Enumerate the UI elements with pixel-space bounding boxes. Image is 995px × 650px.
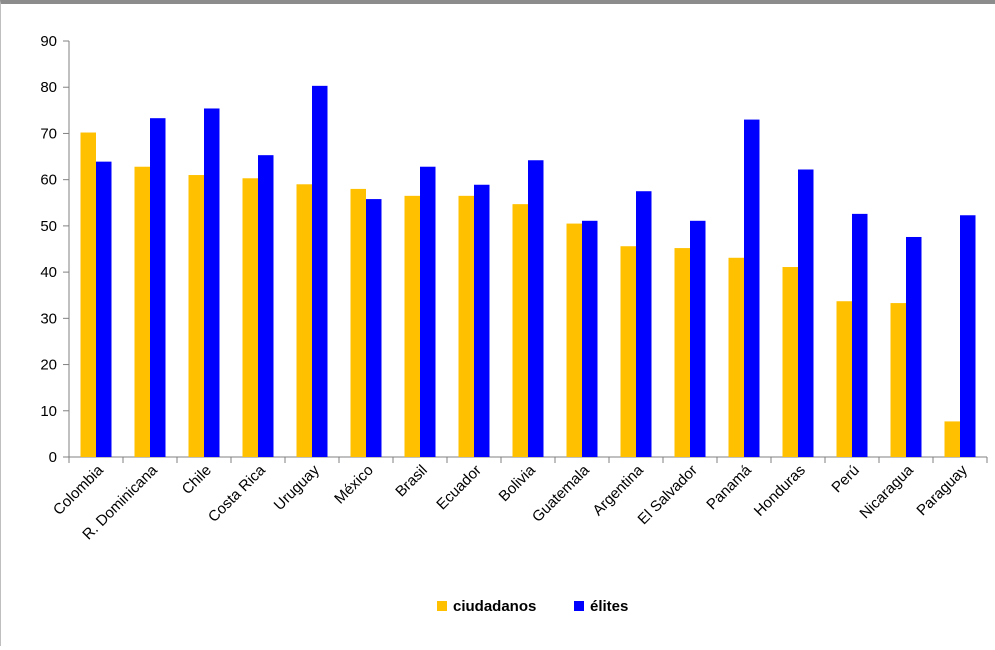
- y-tick-label: 50: [40, 218, 57, 235]
- category-label: Guatemala: [529, 461, 593, 525]
- bar-élites-R. Dominicana: [150, 118, 166, 457]
- bar-élites-Chile: [204, 108, 220, 457]
- legend-label-élites: élites: [590, 598, 628, 615]
- bar-ciudadanos-Costa Rica: [242, 178, 258, 457]
- category-label: Bolivia: [496, 461, 540, 505]
- legend: ciudadanos élites: [437, 598, 628, 615]
- y-axis: 0 10 20 30 40 50 60 70 80 90: [40, 33, 70, 466]
- bar-ciudadanos-Panamá: [728, 257, 744, 457]
- category-label: Panamá: [703, 461, 755, 513]
- category-label: Uruguay: [271, 461, 323, 513]
- bars: [80, 85, 976, 458]
- bar-ciudadanos-Colombia: [80, 132, 96, 457]
- bar-élites-Perú: [852, 213, 868, 457]
- bar-élites-Uruguay: [312, 85, 328, 457]
- bar-élites-Guatemala: [582, 220, 598, 457]
- bar-élites-Argentina: [636, 191, 652, 457]
- bar-élites-El Salvador: [690, 220, 706, 457]
- bar-ciudadanos-El Salvador: [674, 248, 690, 457]
- bar-ciudadanos-Paraguay: [944, 421, 960, 457]
- bar-ciudadanos-Bolivia: [512, 204, 528, 457]
- category-label: Brasil: [392, 462, 431, 501]
- bar-élites-Nicaragua: [906, 236, 922, 457]
- bar-élites-Panamá: [744, 119, 760, 457]
- y-tick-label: 20: [40, 357, 57, 374]
- y-tick-label: 0: [49, 449, 57, 466]
- bar-ciudadanos-México: [350, 188, 366, 457]
- bar-ciudadanos-Brasil: [404, 195, 420, 457]
- bar-élites-Ecuador: [474, 184, 490, 457]
- bar-ciudadanos-Guatemala: [566, 223, 582, 457]
- category-label: Perú: [828, 462, 862, 496]
- bar-ciudadanos-R. Dominicana: [134, 166, 150, 457]
- y-tick-label: 30: [40, 310, 57, 327]
- category-label: Nicaragua: [856, 461, 917, 522]
- bar-élites-Honduras: [798, 169, 814, 457]
- category-label: Colombia: [50, 461, 107, 518]
- bar-élites-Bolivia: [528, 160, 544, 457]
- bar-ciudadanos-Perú: [836, 301, 852, 457]
- category-label: Paraguay: [913, 461, 971, 519]
- y-tick-label: 80: [40, 79, 57, 96]
- bar-élites-México: [366, 199, 382, 457]
- y-tick-label: 90: [40, 33, 57, 50]
- legend-swatch-ciudadanos: [437, 601, 447, 611]
- bar-ciudadanos-Honduras: [782, 267, 798, 457]
- y-tick-label: 10: [40, 403, 57, 420]
- category-label: Ecuador: [433, 462, 485, 514]
- bar-élites-Paraguay: [960, 215, 976, 457]
- legend-label-ciudadanos: ciudadanos: [453, 598, 536, 615]
- bar-ciudadanos-Nicaragua: [890, 303, 906, 457]
- bar-ciudadanos-Argentina: [620, 246, 636, 457]
- y-tick-label: 40: [40, 264, 57, 281]
- bar-élites-Colombia: [96, 161, 112, 457]
- bar-ciudadanos-Uruguay: [296, 184, 312, 458]
- bar-ciudadanos-Ecuador: [458, 195, 474, 457]
- category-label: Argentina: [589, 461, 647, 519]
- category-label: Costa Rica: [205, 461, 269, 525]
- category-label: México: [331, 462, 377, 508]
- y-tick-label: 60: [40, 172, 57, 189]
- bar-élites-Brasil: [420, 166, 436, 457]
- legend-swatch-élites: [574, 601, 584, 611]
- bar-ciudadanos-Chile: [188, 175, 204, 458]
- category-label: Honduras: [751, 462, 809, 520]
- bar-élites-Costa Rica: [258, 155, 274, 458]
- category-label: Chile: [179, 462, 215, 498]
- y-tick-label: 70: [40, 125, 57, 142]
